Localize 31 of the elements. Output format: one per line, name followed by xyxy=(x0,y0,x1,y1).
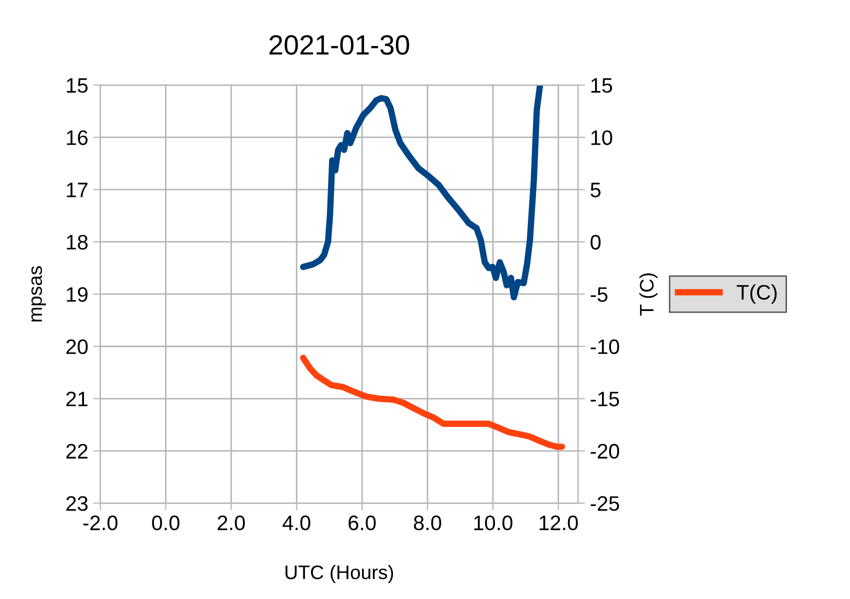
y2-tick-label: -25 xyxy=(590,496,620,511)
x-tick-label: -2.0 xyxy=(83,516,118,530)
y-tick-label: 23 xyxy=(66,496,88,511)
y2-axis-title: T (C) xyxy=(639,273,658,316)
y-tick-label: 21 xyxy=(66,392,88,406)
y2-tick-label: -15 xyxy=(590,392,620,406)
y2-tick-label: 15 xyxy=(591,78,612,93)
x-tick-label: 2.0 xyxy=(218,516,245,530)
y-tick-label: 18 xyxy=(66,234,88,250)
y-tick-label: 22 xyxy=(66,444,88,458)
x-tick-label: 4.0 xyxy=(282,516,310,530)
y-tick-label: 20 xyxy=(66,339,88,354)
y2-tick-label: 10 xyxy=(591,130,612,146)
y2-tick-label: 0 xyxy=(590,234,601,250)
x-axis-title: UTC (Hours) xyxy=(286,564,394,584)
y-tick-label: 19 xyxy=(66,287,88,302)
y2-tick-label: -20 xyxy=(590,444,620,459)
x-tick-label: 6.0 xyxy=(348,516,376,530)
y-tick-label: 16 xyxy=(66,130,88,146)
x-tick-label: 0.0 xyxy=(152,516,180,530)
y2-tick-label: -10 xyxy=(590,339,620,354)
y2-tick-label: 5 xyxy=(590,182,601,198)
y-tick-label: 17 xyxy=(66,182,88,198)
legend-label: T(C) xyxy=(736,284,777,304)
y2-tick-label: -5 xyxy=(590,287,608,302)
y-axis-title: mpsas xyxy=(31,266,46,322)
chart-title: 2021-01-30 xyxy=(270,35,410,55)
y-tick-label: 15 xyxy=(66,78,88,93)
x-tick-label: 12.0 xyxy=(540,516,578,530)
x-tick-label: 10.0 xyxy=(474,516,512,530)
x-tick-label: 8.0 xyxy=(414,516,442,530)
